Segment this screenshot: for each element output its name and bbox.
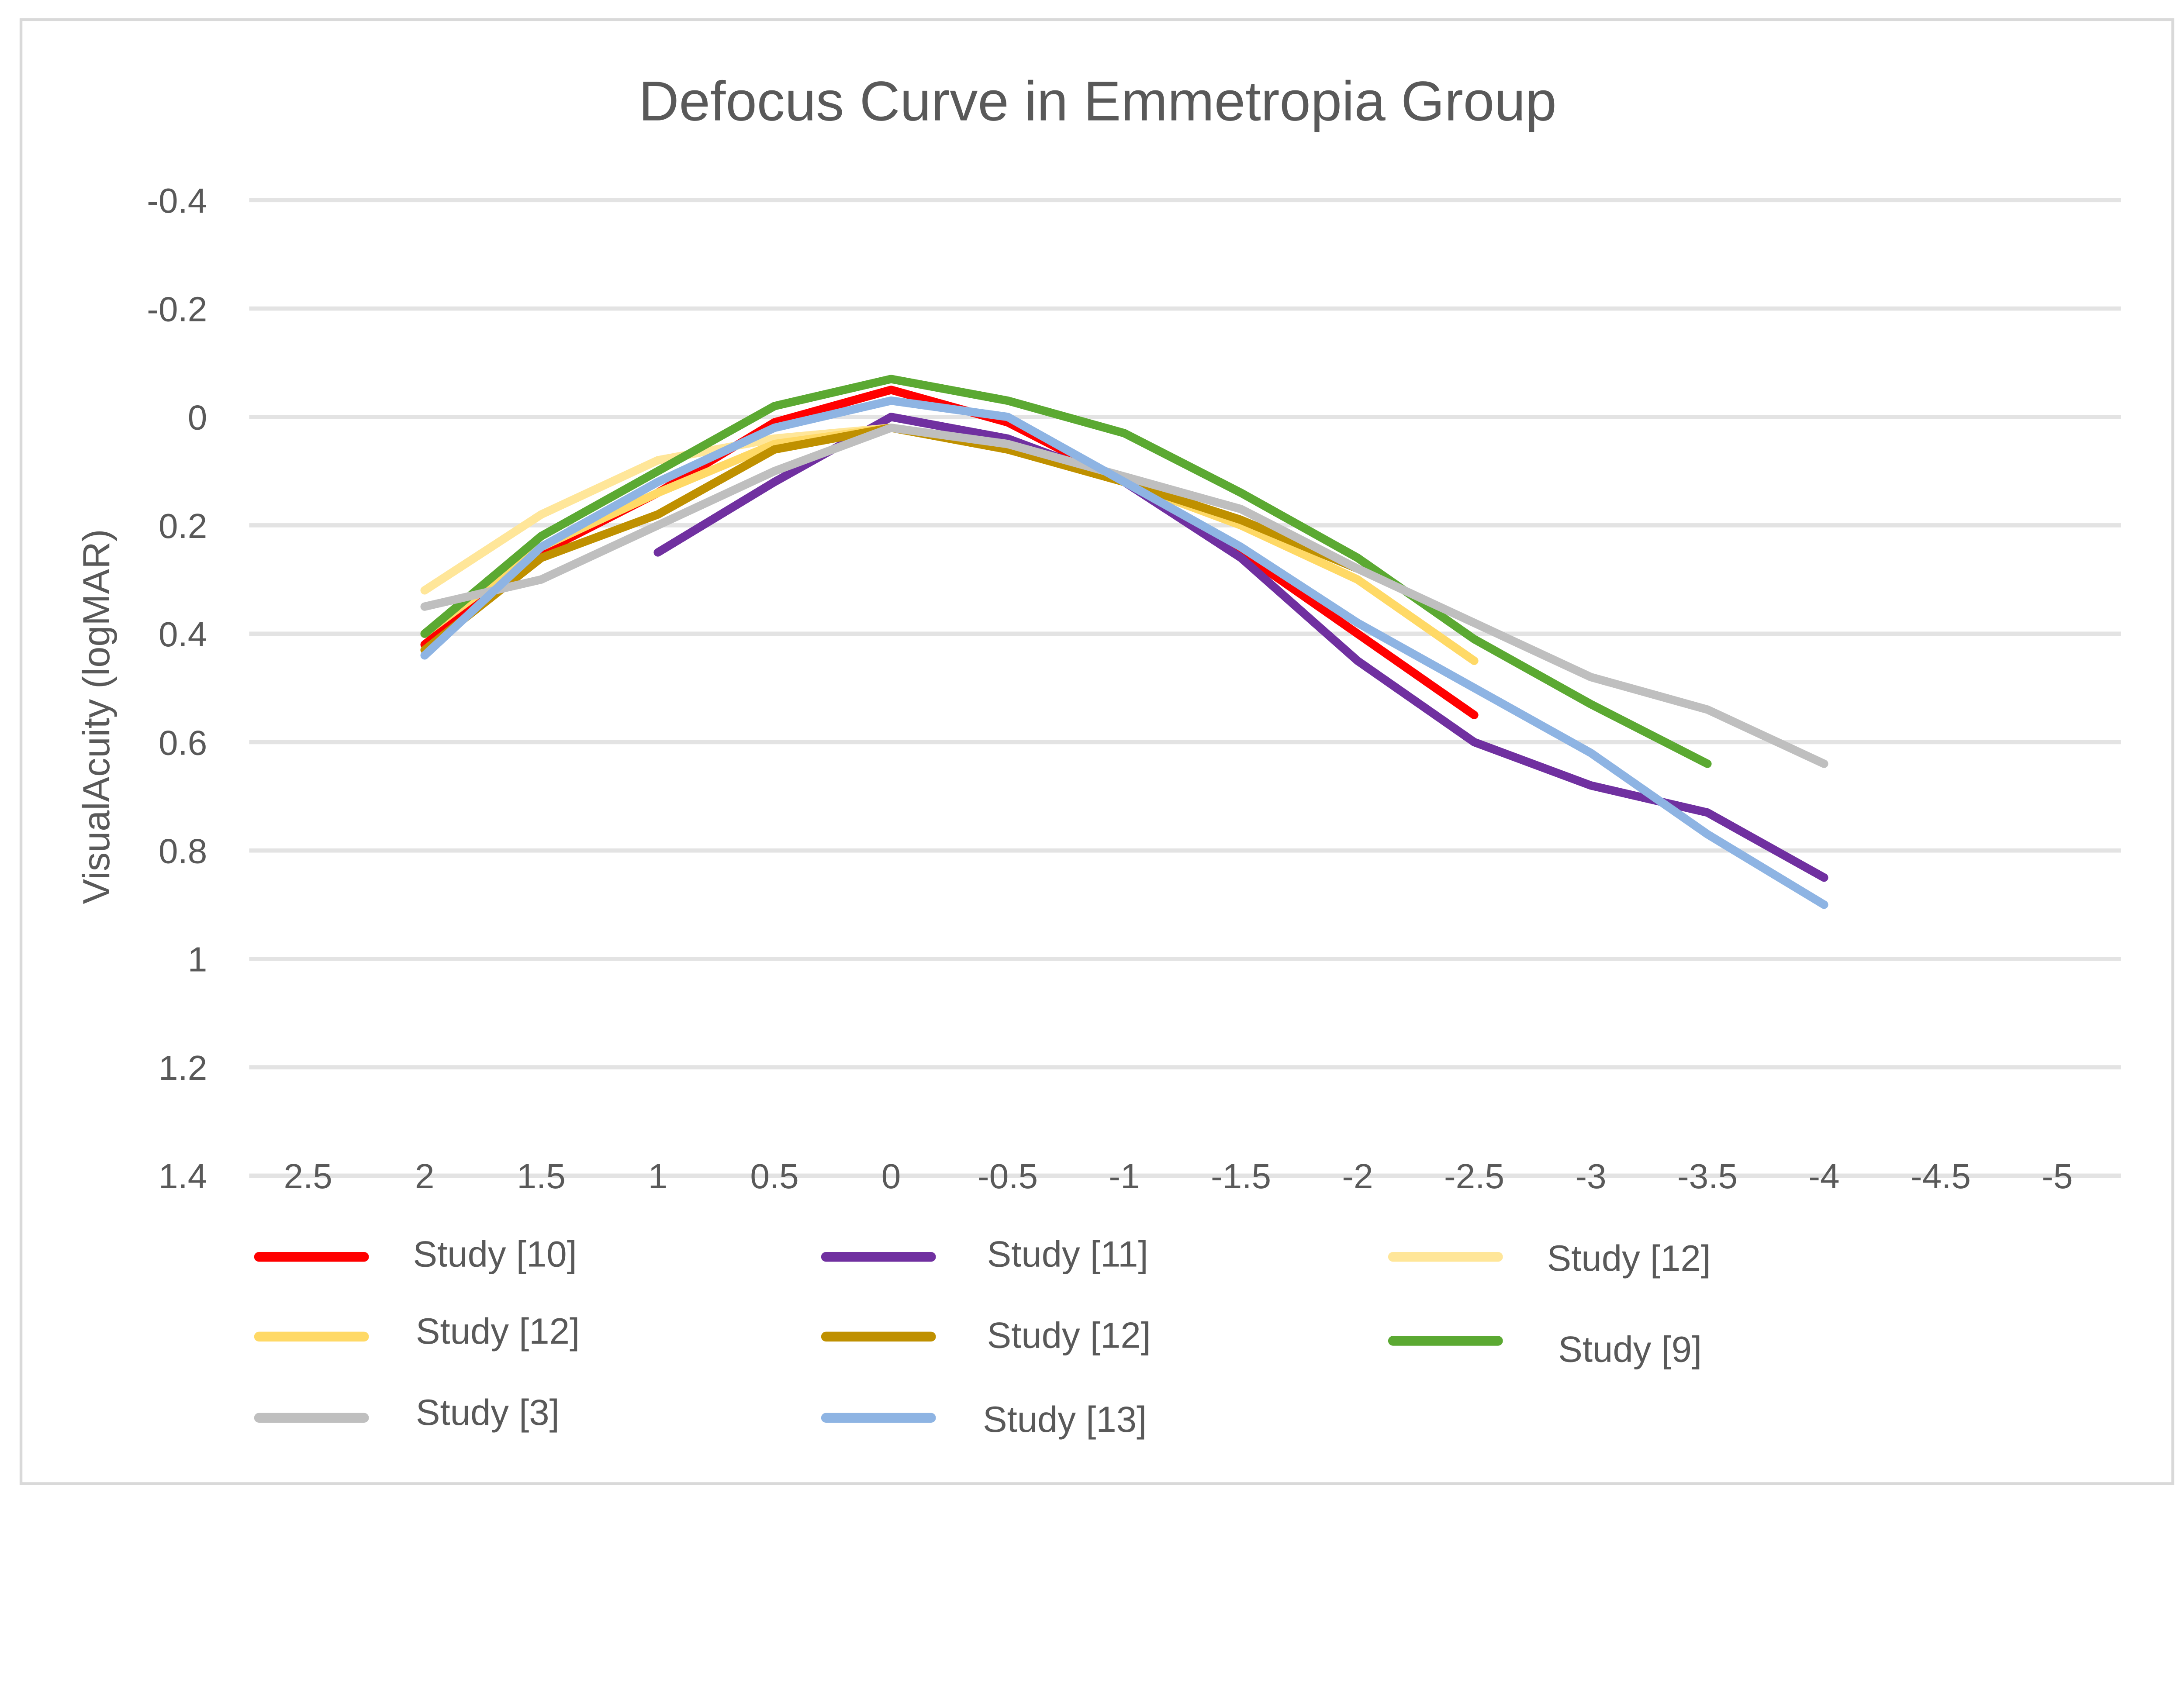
y-tick-labels: -0.4 -0.2 0 0.2 0.4 0.6 0.8 1 1.2 1.4	[147, 181, 207, 1196]
x-tick-labels: 2.5 2 1.5 1 0.5 0 -0.5 -1 -1.5 -2 -2.5 -3 -3.5 -4 -4.5…	[283, 1156, 2073, 1196]
gridlines	[249, 198, 2121, 1178]
legend-label: Study [9]	[1558, 1329, 1702, 1370]
legend-label: Study [10]	[413, 1234, 577, 1275]
x-tick-label: -4.5	[1911, 1156, 1971, 1196]
y-tick-label: 1	[188, 940, 207, 979]
legend-label: Study [13]	[983, 1399, 1147, 1440]
legend-label: Study [12]	[987, 1315, 1151, 1356]
x-tick-label: 2.5	[283, 1156, 332, 1196]
y-axis-label: VisualAcuity (logMAR)	[76, 529, 117, 904]
chart-border	[19, 18, 2174, 1485]
x-tick-label: -2.5	[1444, 1156, 1504, 1196]
y-tick-label: 0	[188, 398, 207, 437]
y-tick-label: -0.4	[147, 181, 207, 220]
y-tick-label: 0.8	[159, 831, 207, 870]
defocus-curve-chart: Defocus Curve in Emmetropia Group Visual…	[19, 18, 2174, 1485]
x-tick-label: -1	[1109, 1156, 1140, 1196]
y-tick-label: 1.4	[159, 1156, 207, 1196]
legend-label: Study [11]	[987, 1234, 1148, 1275]
x-tick-label: -3.5	[1677, 1156, 1738, 1196]
x-tick-label: -5	[2042, 1156, 2073, 1196]
x-tick-label: -0.5	[978, 1156, 1038, 1196]
series-line-6	[420, 423, 1828, 768]
x-tick-label: 0.5	[750, 1156, 798, 1196]
y-tick-label: 0.4	[159, 614, 207, 654]
chart-title: Defocus Curve in Emmetropia Group	[639, 70, 1557, 133]
legend-label: Study [12]	[1547, 1238, 1711, 1279]
y-tick-label: -0.2	[147, 289, 207, 328]
legend-label: Study [12]	[416, 1311, 580, 1352]
legend-label: Study [3]	[416, 1392, 560, 1433]
x-tick-label: -1.5	[1211, 1156, 1271, 1196]
series-line-5	[420, 375, 1712, 768]
series-lines	[420, 375, 1828, 909]
x-tick-label: -3	[1575, 1156, 1606, 1196]
x-tick-label: 0	[881, 1156, 901, 1196]
y-tick-label: 0.2	[159, 506, 207, 545]
x-tick-label: 1.5	[517, 1156, 565, 1196]
x-tick-label: 2	[415, 1156, 435, 1196]
x-tick-label: -4	[1808, 1156, 1839, 1196]
y-tick-label: 0.6	[159, 723, 207, 762]
y-tick-label: 1.2	[159, 1048, 207, 1087]
legend: Study [10] Study [11] Study [12] Study [12]…	[254, 1234, 1711, 1440]
series-line-7	[420, 396, 1828, 909]
x-tick-label: -2	[1342, 1156, 1373, 1196]
x-tick-label: 1	[648, 1156, 668, 1196]
